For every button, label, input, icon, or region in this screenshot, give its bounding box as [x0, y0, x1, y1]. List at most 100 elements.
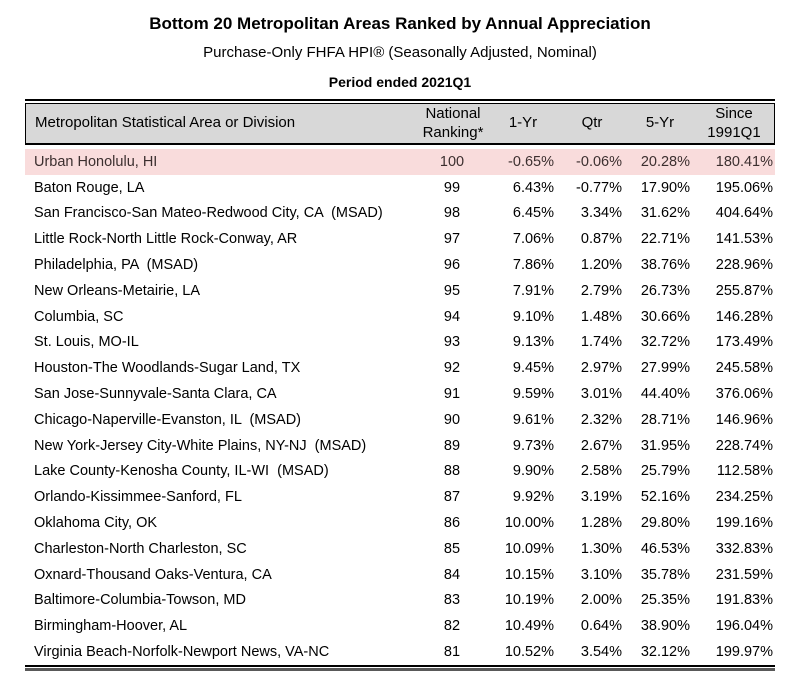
area-cell: Orlando-Kissimmee-Sanford, FL — [34, 489, 242, 506]
one-yr-cell: 7.91% — [512, 282, 554, 299]
five-yr-cell: 25.79% — [640, 463, 690, 480]
header-cell-area: Metropolitan Statistical Area or Divisio… — [35, 114, 296, 132]
five-yr-cell: 46.53% — [640, 540, 690, 557]
one-yr-cell: 9.45% — [512, 360, 554, 377]
one-yr-cell: 9.10% — [512, 308, 554, 325]
five-yr-cell: 31.95% — [640, 437, 690, 454]
national-ranking-cell: 89 — [443, 437, 461, 454]
one-yr-cell: 6.45% — [512, 205, 554, 222]
since-1991q1-cell: 180.41% — [715, 153, 773, 170]
five-yr-cell: 30.66% — [640, 308, 690, 325]
qtr-cell: 0.87% — [580, 231, 622, 248]
page-title: Bottom 20 Metropolitan Areas Ranked by A… — [149, 14, 651, 33]
five-yr-cell: 17.90% — [640, 179, 690, 196]
area-cell: Lake County-Kenosha County, IL-WI (MSAD) — [34, 463, 329, 480]
qtr-cell: 2.97% — [580, 360, 622, 377]
area-cell: Houston-The Woodlands-Sugar Land, TX — [34, 360, 301, 377]
qtr-cell: 2.00% — [580, 592, 622, 609]
area-cell: Chicago-Naperville-Evanston, IL (MSAD) — [34, 411, 302, 428]
table-row: St. Louis, MO-IL 93 9.13% 1.74% 32.72% 1… — [25, 330, 775, 356]
national-ranking-cell: 86 — [443, 515, 461, 532]
area-cell: Oxnard-Thousand Oaks-Ventura, CA — [34, 566, 272, 583]
since-1991q1-cell: 146.28% — [715, 308, 773, 325]
area-cell: St. Louis, MO-IL — [34, 334, 139, 351]
header-cell-qtr: Qtr — [581, 114, 603, 132]
area-cell: San Francisco-San Mateo-Redwood City, CA… — [34, 205, 383, 222]
report-period: Period ended 2021Q1 — [328, 74, 472, 90]
qtr-cell: 3.54% — [580, 644, 622, 661]
header-cell-since-1991q1: Since 1991Q1 — [707, 104, 761, 141]
area-cell: Baton Rouge, LA — [34, 179, 145, 196]
area-cell: New York-Jersey City-White Plains, NY-NJ… — [34, 437, 367, 454]
table-row: New Orleans-Metairie, LA 95 7.91% 2.79% … — [25, 278, 775, 304]
header-cell-1yr: 1-Yr — [508, 114, 538, 132]
area-cell: Baltimore-Columbia-Towson, MD — [34, 592, 246, 609]
table-row: Houston-The Woodlands-Sugar Land, TX 92 … — [25, 355, 775, 381]
national-ranking-cell: 85 — [443, 540, 461, 557]
since-1991q1-cell: 231.59% — [715, 566, 773, 583]
five-yr-cell: 25.35% — [640, 592, 690, 609]
table-row: Little Rock-North Little Rock-Conway, AR… — [25, 226, 775, 252]
since-1991q1-cell: 191.83% — [715, 592, 773, 609]
national-ranking-cell: 84 — [443, 566, 461, 583]
national-ranking-cell: 82 — [443, 618, 461, 635]
national-ranking-cell: 96 — [443, 257, 461, 274]
since-1991q1-cell: 332.83% — [715, 540, 773, 557]
since-1991q1-cell: 245.58% — [715, 360, 773, 377]
one-yr-cell: 9.92% — [512, 489, 554, 506]
qtr-cell: -0.06% — [576, 153, 622, 170]
one-yr-cell: 10.19% — [504, 592, 554, 609]
qtr-cell: 3.19% — [580, 489, 622, 506]
table-row: Columbia, SC 94 9.10% 1.48% 30.66% 146.2… — [25, 304, 775, 330]
since-1991q1-cell: 228.96% — [715, 257, 773, 274]
area-cell: New Orleans-Metairie, LA — [34, 282, 200, 299]
five-yr-cell: 38.76% — [640, 257, 690, 274]
five-yr-cell: 22.71% — [640, 231, 690, 248]
five-yr-cell: 38.90% — [640, 618, 690, 635]
qtr-cell: 3.10% — [580, 566, 622, 583]
table-bottom-rule — [25, 667, 775, 671]
table-row: Oxnard-Thousand Oaks-Ventura, CA 84 10.1… — [25, 562, 775, 588]
qtr-cell: 2.67% — [580, 437, 622, 454]
one-yr-cell: -0.65% — [508, 153, 554, 170]
national-ranking-cell: 95 — [443, 282, 461, 299]
since-1991q1-cell: 255.87% — [715, 282, 773, 299]
since-1991q1-cell: 195.06% — [715, 179, 773, 196]
one-yr-cell: 9.90% — [512, 463, 554, 480]
one-yr-cell: 10.00% — [504, 515, 554, 532]
five-yr-cell: 52.16% — [640, 489, 690, 506]
five-yr-cell: 35.78% — [640, 566, 690, 583]
one-yr-cell: 10.09% — [504, 540, 554, 557]
since-1991q1-cell: 234.25% — [715, 489, 773, 506]
five-yr-cell: 26.73% — [640, 282, 690, 299]
one-yr-cell: 7.06% — [512, 231, 554, 248]
table-row: New York-Jersey City-White Plains, NY-NJ… — [25, 433, 775, 459]
qtr-cell: 3.01% — [580, 386, 622, 403]
area-cell: San Jose-Sunnyvale-Santa Clara, CA — [34, 386, 277, 403]
one-yr-cell: 7.86% — [512, 257, 554, 274]
table-row: Orlando-Kissimmee-Sanford, FL 87 9.92% 3… — [25, 484, 775, 510]
national-ranking-cell: 87 — [443, 489, 461, 506]
data-table: Metropolitan Statistical Area or Divisio… — [25, 99, 775, 671]
table-row: Charleston-North Charleston, SC 85 10.09… — [25, 536, 775, 562]
national-ranking-cell: 91 — [443, 386, 461, 403]
table-row: Baltimore-Columbia-Towson, MD 83 10.19% … — [25, 588, 775, 614]
one-yr-cell: 10.15% — [504, 566, 554, 583]
qtr-cell: 1.30% — [580, 540, 622, 557]
since-1991q1-cell: 376.06% — [715, 386, 773, 403]
qtr-cell: 1.74% — [580, 334, 622, 351]
qtr-cell: 3.34% — [580, 205, 622, 222]
five-yr-cell: 31.62% — [640, 205, 690, 222]
table-row: San Jose-Sunnyvale-Santa Clara, CA 91 9.… — [25, 381, 775, 407]
national-ranking-cell: 92 — [443, 360, 461, 377]
one-yr-cell: 9.73% — [512, 437, 554, 454]
since-1991q1-cell: 112.58% — [716, 463, 773, 480]
one-yr-cell: 10.52% — [504, 644, 554, 661]
qtr-cell: 1.28% — [580, 515, 622, 532]
table-row: Lake County-Kenosha County, IL-WI (MSAD)… — [25, 459, 775, 485]
national-ranking-cell: 97 — [443, 231, 461, 248]
qtr-cell: 0.64% — [580, 618, 622, 635]
table-row: Oklahoma City, OK 86 10.00% 1.28% 29.80%… — [25, 510, 775, 536]
since-1991q1-cell: 404.64% — [715, 205, 773, 222]
area-cell: Virginia Beach-Norfolk-Newport News, VA-… — [34, 644, 330, 661]
